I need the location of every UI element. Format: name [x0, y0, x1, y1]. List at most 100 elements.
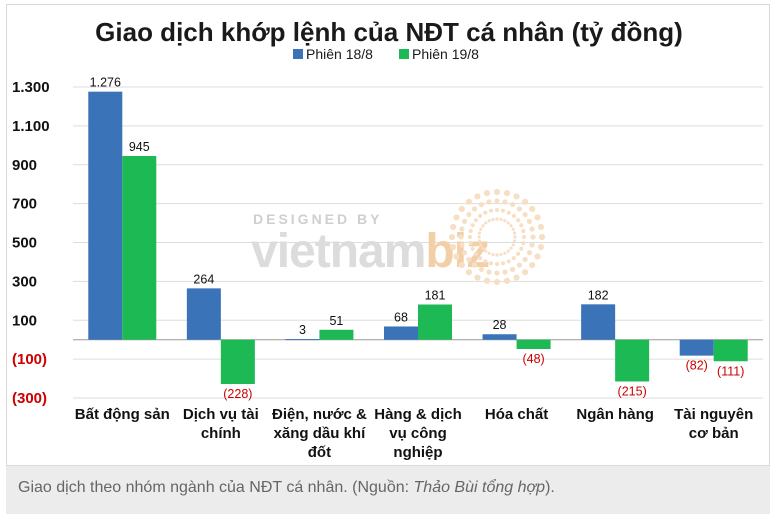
watermark-dot	[481, 246, 485, 250]
watermark-dot	[478, 201, 484, 208]
watermark-dot	[461, 218, 468, 224]
watermark-dot	[521, 228, 526, 234]
watermark-dot	[521, 269, 529, 276]
watermark-dot	[499, 252, 503, 257]
watermark-dot	[521, 240, 526, 246]
watermark-sunburst-icon	[448, 188, 546, 286]
y-tick-label: 1.100	[12, 118, 50, 135]
watermark-dot	[459, 242, 465, 248]
watermark-dot	[493, 188, 501, 196]
watermark-dot	[470, 246, 475, 251]
category-label: Hóa chất	[485, 406, 548, 423]
watermark-dot	[478, 213, 483, 218]
figure-caption: Giao dịch theo nhóm ngành của NĐT cá nhâ…	[6, 466, 770, 514]
watermark-dot	[473, 218, 478, 223]
bar-phien-19-8	[319, 329, 354, 340]
watermark-dot	[450, 223, 457, 231]
watermark-dot	[481, 224, 485, 228]
watermark-dot	[516, 251, 521, 256]
watermark-dot	[522, 256, 528, 263]
watermark-dot	[458, 261, 465, 269]
bar-phien-18-8	[186, 288, 221, 340]
watermark-dot	[521, 234, 527, 240]
watermark-dot	[534, 214, 541, 221]
watermark-dot	[529, 205, 536, 213]
watermark-dot	[466, 211, 472, 218]
bar-phien-18-8	[285, 339, 320, 341]
watermark-dot	[529, 226, 535, 232]
data-labels: 1.276 945 264 (228) 3 51 68 181 28 (48) 182 (215) (8…	[90, 76, 745, 401]
watermark-dot	[526, 218, 533, 224]
caption-suffix: ).	[545, 479, 555, 496]
watermark-dot	[529, 242, 535, 248]
watermark-dot	[506, 221, 510, 225]
category-label-line: cơ bản	[689, 425, 739, 442]
category-label-line: Tài nguyên	[674, 406, 753, 423]
watermark-dot	[506, 249, 510, 253]
watermark-dot	[483, 210, 488, 215]
data-label: 51	[329, 314, 343, 328]
watermark-dot	[509, 224, 513, 228]
watermark-dot	[500, 261, 506, 266]
watermark-designed-by: DESIGNED BY	[253, 211, 382, 227]
watermark-dot	[494, 270, 500, 276]
category-label: Tài nguyên cơ bản	[674, 406, 753, 442]
watermark-dot	[522, 211, 528, 218]
category-label: Ngân hàng	[576, 406, 654, 423]
watermark-dot	[473, 251, 478, 256]
data-label: 264	[193, 272, 214, 286]
category-label: Hàng & dịch vụ công nghiệp	[374, 406, 462, 461]
bar-chart: DESIGNED BY vietnambiz 1.300 1.100 900 700 5…	[12, 17, 763, 461]
watermark-dot	[519, 246, 524, 251]
x-axis-categories: Bất động sản Dịch vụ tài chính Điện, nước &…	[75, 406, 754, 461]
watermark-dot	[484, 249, 488, 253]
watermark-dot	[513, 274, 520, 281]
watermark-dot	[494, 261, 500, 267]
watermark-dot	[491, 217, 495, 222]
watermark-dot	[510, 201, 516, 208]
watermark-dot	[471, 262, 478, 268]
data-label: (111)	[717, 364, 744, 378]
watermark-dot	[538, 233, 546, 241]
watermark-dot	[483, 259, 488, 264]
watermark-dot	[509, 246, 513, 250]
data-label: (215)	[618, 384, 647, 398]
data-label: 68	[394, 310, 408, 324]
watermark-dot	[512, 239, 517, 243]
bar-phien-18-8	[679, 339, 714, 356]
watermark-dot	[459, 226, 465, 232]
category-label-line: Hàng & dịch	[374, 406, 462, 423]
category-label: Bất động sản	[75, 406, 170, 423]
category-label-line: xăng dầu khí	[274, 425, 367, 442]
watermark-dot	[516, 218, 521, 223]
watermark-dot	[500, 208, 506, 213]
y-tick-label: 100	[12, 312, 37, 329]
watermark-dot	[458, 234, 464, 240]
y-tick-label: 1.300	[12, 79, 50, 96]
y-tick-label: 700	[12, 196, 37, 213]
watermark-dot	[468, 228, 473, 234]
watermark-dot	[494, 198, 500, 204]
watermark-dot	[519, 223, 524, 228]
watermark-dot	[494, 207, 500, 213]
data-label: 28	[493, 318, 507, 332]
watermark-dot	[474, 274, 481, 281]
watermark-dot	[470, 223, 475, 228]
bars	[88, 91, 748, 385]
bar-phien-18-8	[482, 334, 517, 340]
legend-label: Phiên 19/8	[412, 46, 479, 62]
bar-phien-19-8	[516, 339, 551, 350]
watermark: DESIGNED BY vietnambiz	[251, 188, 546, 286]
watermark-dot	[530, 234, 536, 240]
data-label: 3	[299, 323, 306, 337]
watermark-dot	[516, 206, 523, 212]
bar-phien-18-8	[384, 326, 418, 340]
watermark-dot	[503, 251, 507, 255]
watermark-dot	[506, 210, 511, 215]
watermark-dot	[487, 219, 491, 223]
watermark-dot	[461, 250, 468, 256]
watermark-dot	[493, 278, 501, 286]
watermark-dot	[529, 261, 536, 269]
watermark-dot	[478, 256, 483, 261]
watermark-dot	[483, 277, 491, 284]
